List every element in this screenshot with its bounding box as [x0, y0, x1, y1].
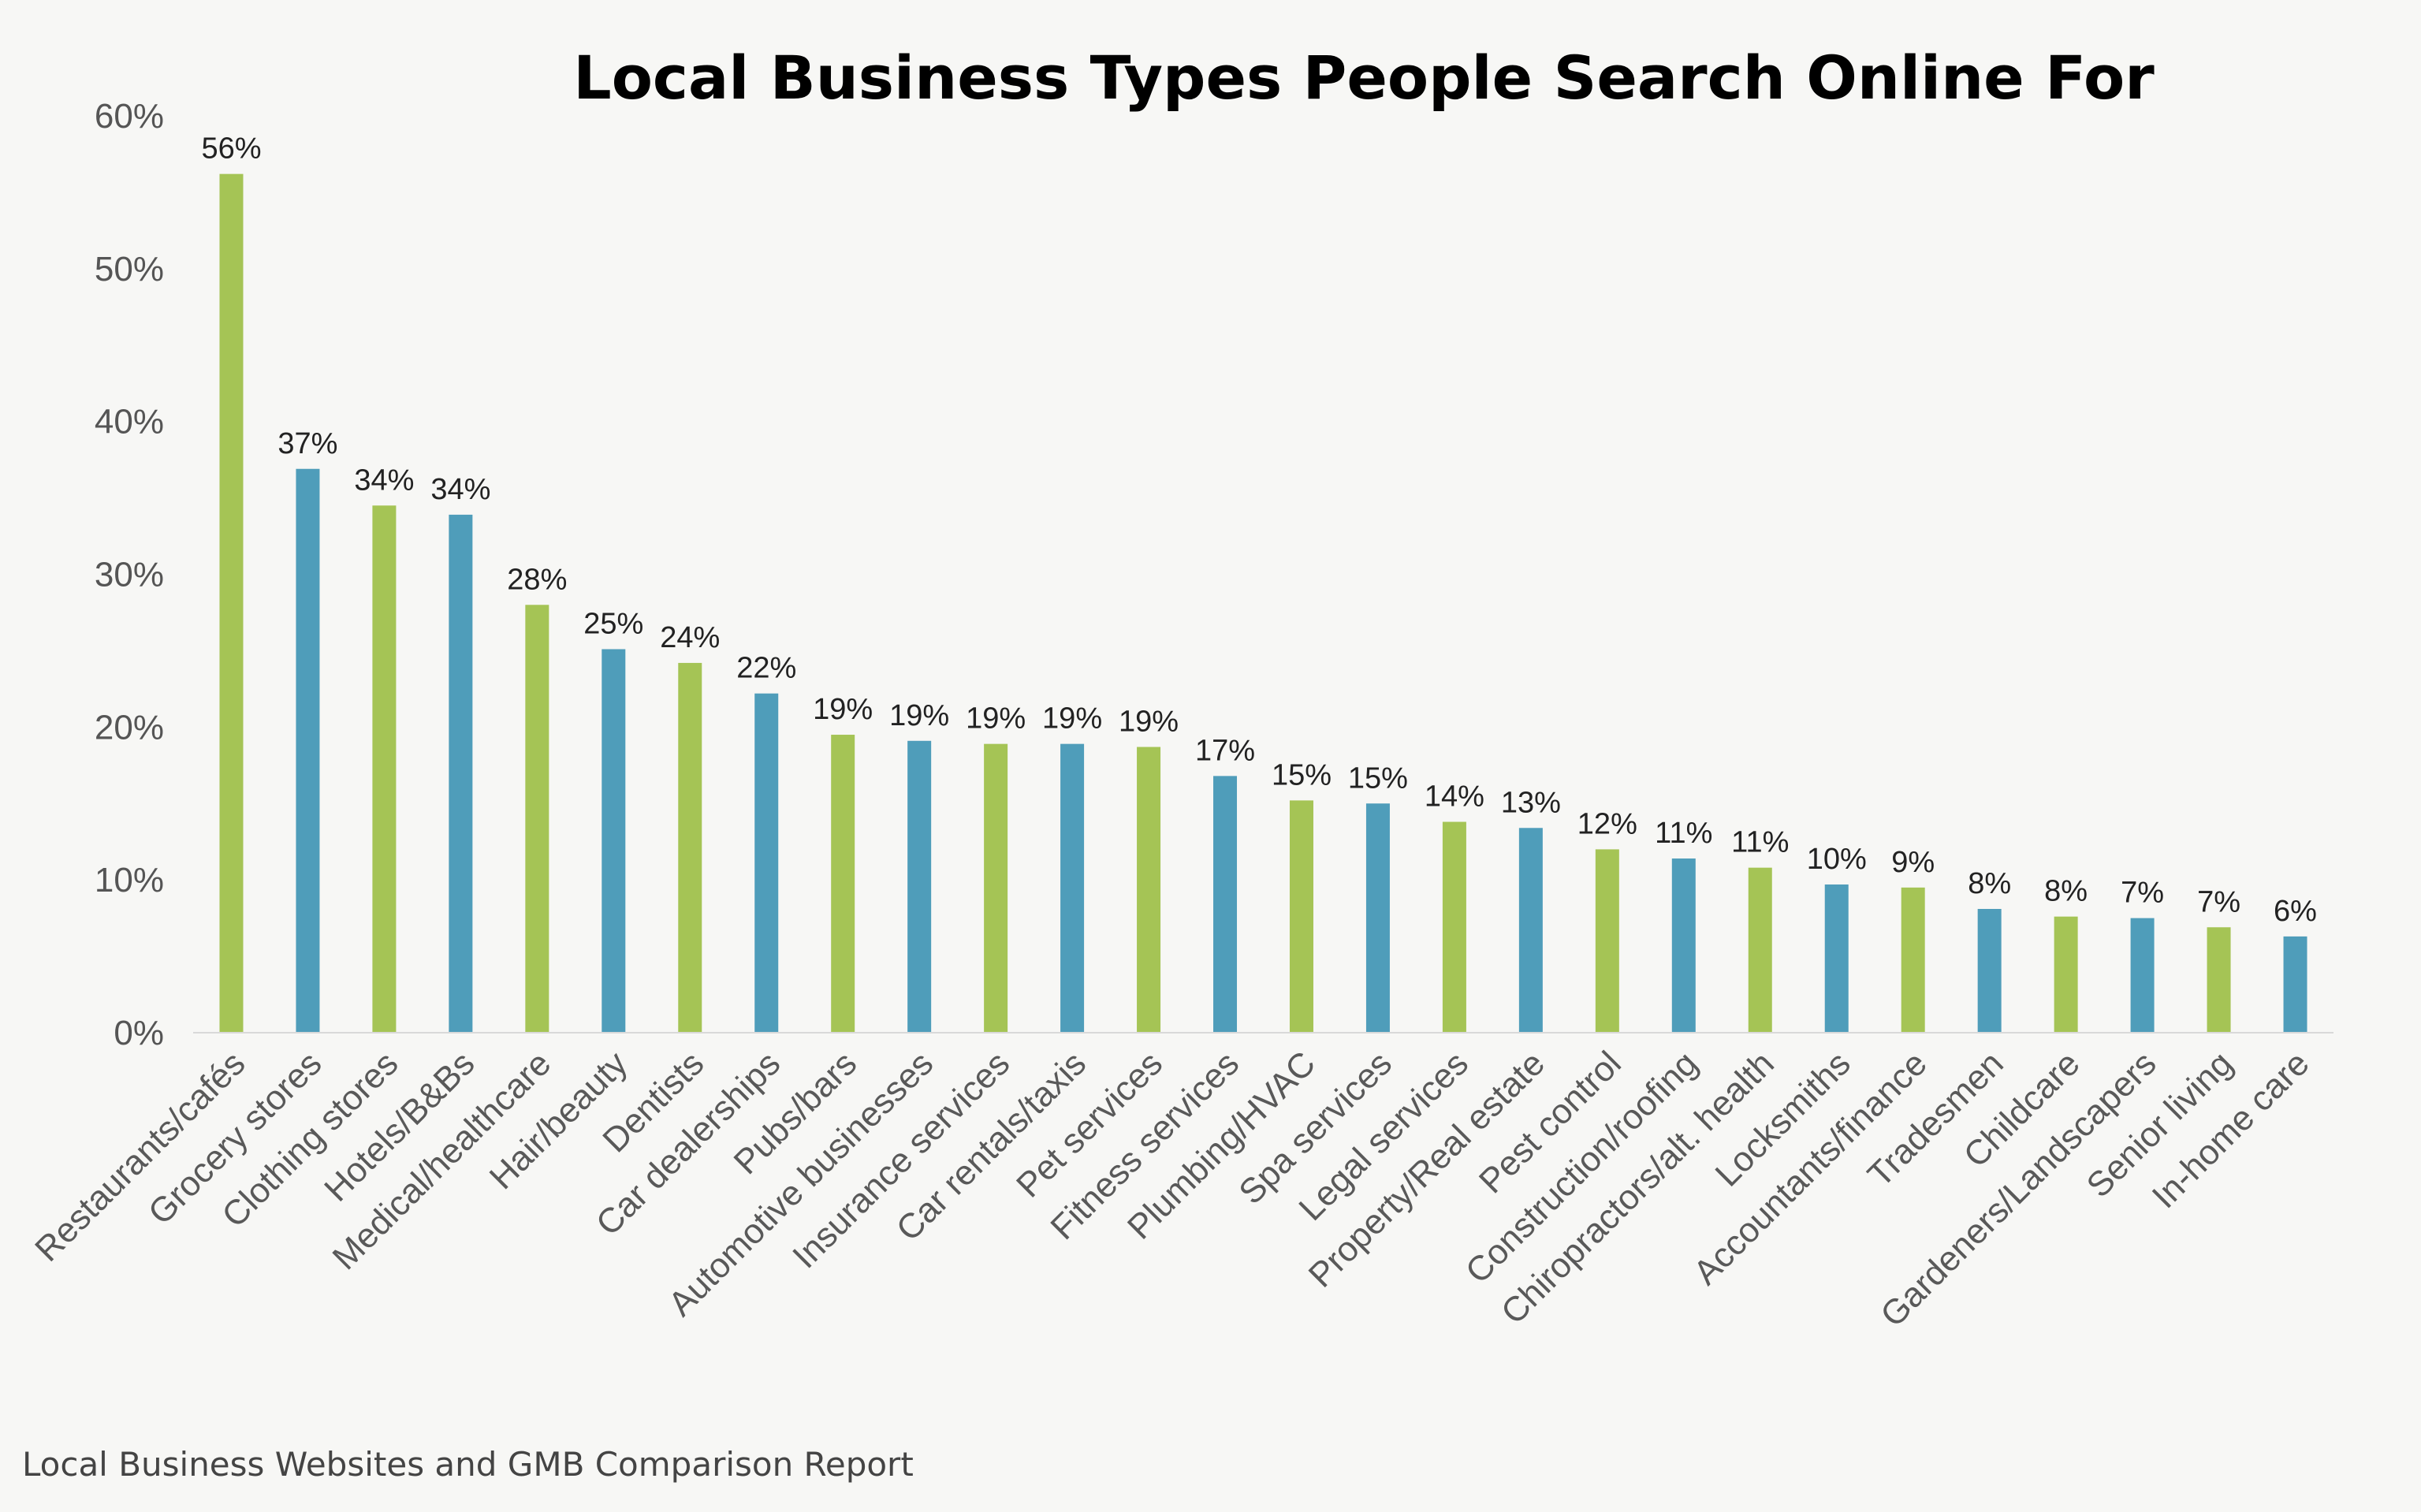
bar: [831, 735, 855, 1033]
data-label: 34%: [354, 464, 414, 497]
data-label: 24%: [660, 621, 720, 654]
bar: [1824, 884, 1849, 1033]
data-label: 8%: [2044, 875, 2088, 908]
bar: [1901, 887, 1925, 1033]
bar: [449, 514, 473, 1033]
data-label: 19%: [1119, 706, 1179, 739]
bars-group: [219, 173, 2307, 1033]
bar: [678, 662, 702, 1033]
bar: [754, 693, 779, 1033]
y-tick-label: 60%: [95, 97, 164, 136]
data-label: 15%: [1272, 758, 1332, 791]
bar: [1060, 743, 1085, 1033]
data-label: 11%: [1655, 817, 1712, 850]
bar: [1289, 800, 1313, 1033]
data-labels-group: 56% 37% 34% 34% 28% 25% 24% 22% 19% 19% 19% 19% 19% 1…: [201, 132, 2317, 928]
bar: [1595, 849, 1619, 1033]
bar: [984, 743, 1008, 1033]
bar: [372, 505, 397, 1033]
data-label: 34%: [430, 473, 490, 506]
bar: [2207, 927, 2231, 1033]
bar: [2283, 936, 2307, 1033]
bar: [907, 740, 932, 1033]
bar: [1748, 867, 1772, 1033]
y-tick-label: 40%: [95, 403, 164, 441]
data-label: 7%: [2121, 877, 2164, 910]
y-tick-label: 30%: [95, 556, 164, 594]
bar: [1137, 747, 1161, 1033]
data-label: 12%: [1577, 807, 1637, 840]
bar: [1442, 821, 1466, 1033]
data-label: 22%: [736, 652, 796, 685]
bar: [2130, 918, 2155, 1033]
data-label: 25%: [583, 607, 643, 640]
data-label: 10%: [1807, 843, 1867, 876]
data-label: 11%: [1731, 826, 1789, 859]
data-label: 14%: [1425, 780, 1484, 814]
data-label: 19%: [1042, 702, 1102, 736]
data-label: 28%: [507, 563, 567, 596]
bar: [1671, 858, 1696, 1033]
data-label: 9%: [1891, 846, 1935, 879]
data-label: 37%: [277, 427, 337, 460]
bar: [2054, 916, 2078, 1033]
data-label: 13%: [1501, 786, 1561, 819]
bar: [296, 468, 320, 1033]
chart-title: Local Business Types People Search Onlin…: [573, 43, 2155, 113]
bar: [1518, 828, 1543, 1033]
y-tick-label: 50%: [95, 250, 164, 289]
bar: [602, 649, 626, 1033]
bar: [219, 173, 244, 1033]
data-label: 19%: [813, 693, 873, 726]
y-tick-label: 10%: [95, 861, 164, 899]
data-label: 15%: [1348, 762, 1408, 795]
y-axis: 0% 10% 20% 30% 40% 50% 60%: [95, 97, 164, 1052]
bar: [525, 605, 549, 1033]
bar: [1977, 908, 2002, 1033]
y-tick-label: 20%: [95, 708, 164, 747]
bar: [1213, 776, 1238, 1033]
y-tick-label: 0%: [114, 1014, 164, 1052]
data-label: 17%: [1195, 734, 1255, 767]
data-label: 6%: [2274, 895, 2317, 928]
data-label: 19%: [966, 702, 1026, 736]
data-label: 7%: [2197, 885, 2240, 918]
bar: [1365, 803, 1390, 1033]
data-label: 56%: [201, 132, 261, 166]
data-label: 8%: [1968, 867, 2011, 900]
data-label: 19%: [889, 699, 949, 732]
source-caption: Local Business Websites and GMB Comparis…: [22, 1445, 914, 1484]
